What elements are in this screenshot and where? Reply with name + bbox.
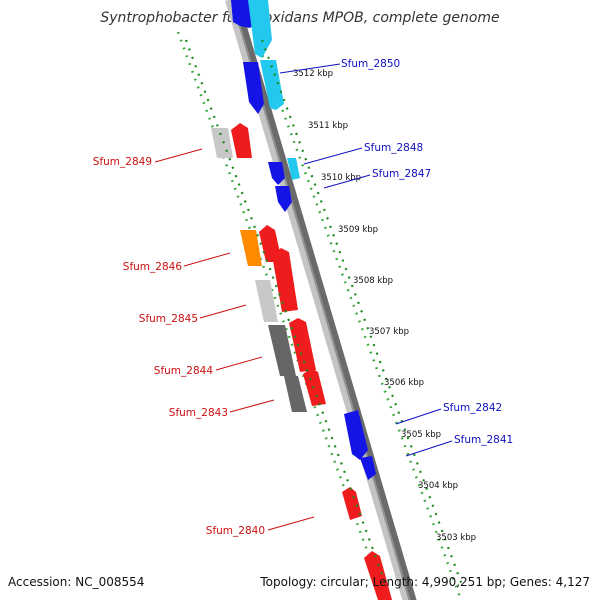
accession-text: Accession: NC_008554	[8, 575, 144, 589]
kbp-tick-label: 3506 kbp	[384, 378, 424, 388]
gene-feature[interactable]	[364, 551, 392, 600]
gene-label-reverse[interactable]: Sfum_2846	[123, 261, 183, 273]
genome-summary-text: Topology: circular; Length: 4,990,251 bp…	[259, 575, 590, 589]
forward-gene-labels: Sfum_2850 Sfum_2848 Sfum_2847 Sfum_2842 …	[279, 58, 513, 457]
gene-label-forward[interactable]: Sfum_2847	[372, 168, 431, 180]
kbp-tick-label: 3508 kbp	[353, 276, 393, 286]
kbp-tick-label: 3510 kbp	[321, 173, 361, 183]
gene-feature[interactable]	[248, 0, 272, 58]
gene-feature[interactable]	[360, 456, 376, 480]
gene-feature[interactable]	[344, 410, 368, 460]
forward-genes	[231, 0, 376, 480]
gene-label-forward[interactable]: Sfum_2848	[364, 142, 423, 154]
kbp-tick-label: 3512 kbp	[293, 69, 333, 79]
forward-inner-circle	[260, 39, 464, 586]
kbp-tick-label: 3505 kbp	[401, 430, 441, 440]
gene-feature[interactable]	[272, 248, 298, 312]
gene-label-reverse[interactable]: Sfum_2845	[139, 313, 198, 325]
gene-feature[interactable]	[268, 162, 285, 185]
kbp-tick-label: 3503 kbp	[436, 533, 476, 543]
gene-feature[interactable]	[243, 62, 264, 114]
gene-feature[interactable]	[260, 60, 284, 110]
reverse-genes	[211, 123, 392, 600]
gene-label-forward[interactable]: Sfum_2850	[341, 58, 400, 70]
kbp-tick-label: 3509 kbp	[338, 225, 378, 235]
gene-label-reverse[interactable]: Sfum_2840	[206, 525, 265, 537]
gene-feature[interactable]	[287, 158, 300, 180]
gene-label-forward[interactable]: Sfum_2841	[454, 434, 513, 446]
gene-feature[interactable]	[255, 280, 278, 322]
gene-feature[interactable]	[231, 123, 252, 158]
gene-feature[interactable]	[211, 128, 233, 158]
gene-feature[interactable]	[289, 318, 316, 372]
kbp-tick-label: 3511 kbp	[308, 121, 348, 131]
map-title: Syntrophobacter fumaroxidans MPOB, compl…	[100, 10, 499, 26]
reverse-gene-labels: Sfum_2849 Sfum_2846 Sfum_2845 Sfum_2844 …	[93, 148, 315, 537]
gene-label-reverse[interactable]: Sfum_2849	[93, 156, 152, 168]
gene-feature[interactable]	[342, 487, 362, 520]
gene-label-reverse[interactable]: Sfum_2843	[169, 407, 228, 419]
gene-feature[interactable]	[268, 325, 296, 376]
title-organism: Syntrophobacter fumaroxidans	[100, 10, 318, 26]
gene-label-reverse[interactable]: Sfum_2844	[154, 365, 214, 377]
gene-feature[interactable]	[275, 186, 292, 212]
gene-label-forward[interactable]: Sfum_2842	[443, 402, 502, 414]
kbp-tick-label: 3507 kbp	[369, 327, 409, 337]
gene-feature[interactable]	[284, 376, 307, 412]
kbp-tick-label: 3504 kbp	[418, 481, 458, 491]
kbp-scale: 3512 kbp 3511 kbp 3510 kbp 3509 kbp 3508…	[293, 69, 476, 543]
title-description: MPOB, complete genome	[323, 10, 500, 26]
gene-feature[interactable]	[240, 230, 262, 266]
